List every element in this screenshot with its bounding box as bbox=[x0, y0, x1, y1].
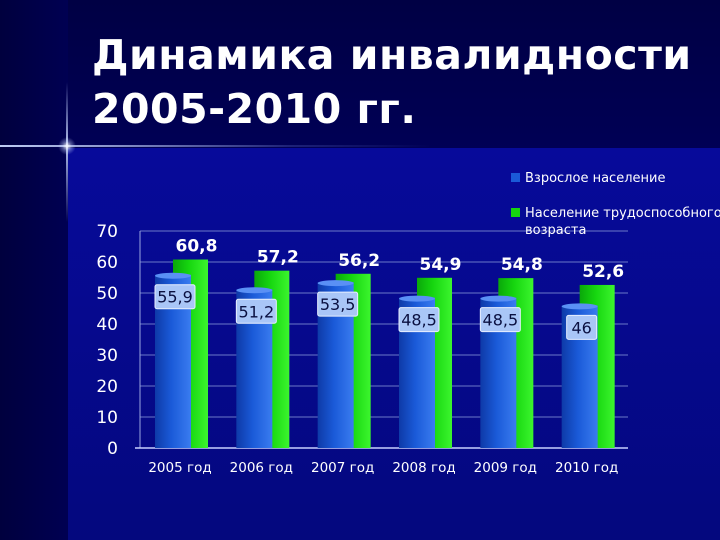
y-tick-label: 10 bbox=[96, 408, 118, 428]
x-tick-label: 2008 год bbox=[392, 460, 455, 476]
left-decor-band bbox=[0, 0, 68, 540]
slide-title-line2: 2005-2010 гг. bbox=[92, 85, 417, 133]
data-label-working-age: 57,2 bbox=[257, 248, 299, 268]
x-tick-label: 2006 год bbox=[230, 460, 293, 476]
decor-horizontal-line bbox=[0, 145, 720, 147]
data-label-working-age: 52,6 bbox=[582, 262, 624, 282]
bar-adult-top bbox=[317, 280, 354, 287]
x-tick-label: 2009 год bbox=[474, 460, 537, 476]
bar-adult-top bbox=[480, 295, 517, 302]
y-tick-label: 50 bbox=[96, 284, 118, 304]
data-label-box bbox=[398, 307, 440, 333]
slide-title-line1: Динамика инвалидности bbox=[92, 31, 692, 79]
data-label-adult: 55,9 bbox=[157, 288, 193, 307]
y-tick-label: 60 bbox=[96, 253, 118, 273]
data-label-adult: 53,5 bbox=[320, 295, 356, 314]
legend-swatch-adult bbox=[511, 173, 520, 182]
legend-label-working-age: Население трудоспособного возраста bbox=[525, 206, 720, 238]
legend-label-line: возраста bbox=[525, 223, 586, 238]
y-tick-label: 20 bbox=[96, 377, 118, 397]
data-label-working-age: 60,8 bbox=[176, 237, 218, 257]
bar-adult-top bbox=[236, 287, 273, 294]
legend-label-adult: Взрослое население bbox=[525, 171, 665, 186]
y-tick-label: 70 bbox=[96, 222, 118, 242]
data-label-box bbox=[235, 298, 277, 324]
y-tick-label: 0 bbox=[107, 439, 118, 459]
slide-title: Динамика инвалидности 2005-2010 гг. bbox=[92, 28, 692, 136]
x-tick-label: 2010 год bbox=[555, 460, 618, 476]
data-label-adult: 48,5 bbox=[483, 311, 519, 330]
title-area bbox=[0, 0, 720, 148]
legend-swatch-working-age bbox=[511, 208, 520, 217]
data-label-adult: 51,2 bbox=[239, 302, 275, 321]
y-tick-label: 30 bbox=[96, 346, 118, 366]
decor-star-glow bbox=[58, 137, 76, 155]
data-label-box bbox=[566, 314, 598, 340]
data-label-box bbox=[154, 284, 196, 310]
bar-adult-top bbox=[561, 303, 598, 310]
legend-label-line: Население трудоспособного bbox=[525, 206, 720, 221]
bar-adult-top bbox=[399, 295, 435, 302]
data-label-working-age: 56,2 bbox=[338, 251, 380, 271]
data-label-working-age: 54,9 bbox=[420, 255, 462, 275]
bar-adult-top bbox=[155, 272, 191, 279]
data-label-box bbox=[479, 307, 521, 333]
x-tick-label: 2005 год bbox=[148, 460, 211, 476]
y-tick-label: 40 bbox=[96, 315, 118, 335]
data-label-working-age: 54,8 bbox=[501, 255, 543, 275]
x-tick-label: 2007 год bbox=[311, 460, 374, 476]
data-label-adult: 48,5 bbox=[401, 311, 437, 330]
data-label-box bbox=[317, 291, 359, 317]
data-label-adult: 46 bbox=[571, 318, 591, 337]
